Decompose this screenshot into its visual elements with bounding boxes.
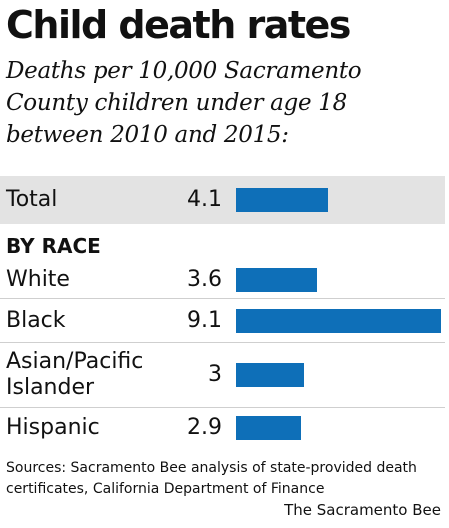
value-label: 3 <box>208 362 222 387</box>
value-label: 2.9 <box>187 415 222 440</box>
category-label: Total <box>6 187 57 213</box>
category-label-line: Asian/Pacific <box>6 349 144 374</box>
category-label: Asian/Pacific Islander <box>6 349 143 401</box>
credit-line: The Sacramento Bee <box>284 501 441 519</box>
bar <box>236 268 317 292</box>
bar <box>236 188 328 212</box>
bar <box>236 363 304 387</box>
category-label: White <box>6 267 70 293</box>
row-total: Total 4.1 <box>0 176 445 224</box>
chart-title: Child death rates <box>6 3 351 47</box>
row-white: White 3.6 <box>0 262 445 299</box>
row-hispanic: Hispanic 2.9 <box>0 408 445 448</box>
category-label-line: Total <box>6 187 58 212</box>
source-note: Sources: Sacramento Bee analysis of stat… <box>6 460 417 497</box>
category-label: Hispanic <box>6 415 100 441</box>
category-label-line: Islander <box>6 375 95 400</box>
value-label: 4.1 <box>187 187 222 212</box>
category-label-line: Black <box>6 308 66 333</box>
category-label-line: Hispanic <box>6 415 100 440</box>
section-label: BY RACE <box>6 234 101 258</box>
row-black: Black 9.1 <box>0 299 445 343</box>
category-label: Black <box>6 308 66 334</box>
chart-subtitle: Deaths per 10,000 Sacramento County chil… <box>6 58 362 148</box>
bar <box>236 416 301 440</box>
value-label: 3.6 <box>187 267 222 292</box>
value-label: 9.1 <box>187 308 222 333</box>
bar <box>236 309 441 333</box>
category-label-line: White <box>6 267 70 292</box>
row-asian-pacific-islander: Asian/Pacific Islander 3 <box>0 343 445 408</box>
